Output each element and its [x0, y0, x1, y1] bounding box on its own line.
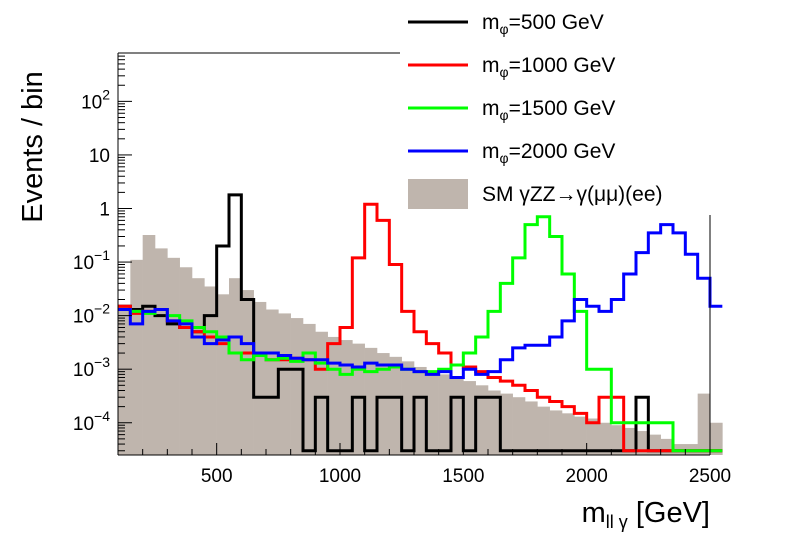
y-tick-label: 10	[89, 146, 110, 167]
background-bin	[623, 427, 637, 455]
series-line-2	[118, 202, 723, 453]
background-bin	[327, 336, 341, 455]
plot-area	[118, 193, 723, 455]
legend-label: mφ=1500 GeV	[482, 97, 615, 123]
background-bin	[488, 390, 501, 455]
background-bin	[611, 425, 624, 455]
background-bin	[167, 257, 180, 455]
background-bin	[525, 401, 538, 455]
y-tick-label: 10−2	[73, 301, 110, 328]
series-line-4	[118, 223, 723, 379]
background-bin	[340, 340, 353, 455]
background-bin	[562, 413, 575, 455]
background-bin	[438, 374, 452, 455]
background-bin	[500, 393, 513, 455]
background-bin	[636, 431, 649, 455]
x-tick-label: 2000	[566, 466, 608, 487]
series-line-3	[118, 215, 723, 453]
background-bin	[352, 343, 365, 455]
background-bin	[229, 278, 242, 455]
y-tick-label: 10−4	[73, 408, 110, 435]
legend: mφ=500 GeV mφ=1000 GeV mφ=1500 GeV mφ=2000 …	[408, 11, 663, 209]
legend-label: mφ=500 GeV	[482, 11, 604, 37]
y-tick-label: 10−1	[73, 247, 110, 274]
x-axis-title-sub: ll γ	[606, 512, 628, 532]
y-tick-label: 102	[81, 86, 110, 113]
x-axis-title: mll γ [GeV]	[582, 497, 710, 532]
background-bin	[710, 422, 723, 455]
background-bin	[475, 385, 489, 455]
background-bin	[315, 331, 328, 455]
background-bin	[303, 323, 316, 455]
series-background	[118, 235, 723, 455]
background-bin	[253, 301, 267, 455]
background-bin	[574, 416, 587, 455]
x-tick-label: 2500	[689, 466, 731, 487]
x-tick-label: 1000	[319, 466, 361, 487]
y-tick-label: 1	[99, 199, 110, 220]
legend-entry: mφ=1500 GeV	[408, 97, 615, 123]
legend-swatch	[408, 179, 468, 209]
legend-label: mφ=1000 GeV	[482, 54, 615, 80]
background-bin	[118, 309, 131, 455]
background-bin	[586, 418, 600, 455]
background-bin	[463, 381, 476, 455]
legend-entry: mφ=2000 GeV	[408, 140, 615, 166]
background-bin	[241, 290, 254, 455]
background-bin	[426, 371, 439, 455]
y-tick-label: 10−3	[73, 354, 110, 381]
background-bin	[290, 318, 304, 455]
background-bin	[389, 356, 402, 455]
background-bin	[266, 309, 279, 455]
background-bin	[377, 353, 390, 455]
x-tick-label: 1500	[442, 466, 484, 487]
background-bin	[179, 267, 193, 455]
x-tick-label: 500	[201, 466, 233, 487]
background-bin	[537, 406, 550, 455]
background-bin	[155, 248, 168, 455]
legend-entry: mφ=500 GeV	[408, 11, 604, 37]
legend-label: mφ=2000 GeV	[482, 140, 615, 166]
background-bin	[599, 422, 612, 455]
background-bin	[142, 235, 156, 455]
background-bin	[204, 286, 217, 455]
background-bin	[278, 313, 291, 455]
x-axis: 500 1000 1500 2000 2500	[117, 443, 731, 487]
background-bin	[401, 361, 415, 455]
legend-entry: mφ=1000 GeV	[408, 54, 615, 80]
background-bin	[549, 410, 563, 455]
background-bin	[451, 377, 464, 455]
background-bin	[414, 366, 427, 455]
background-bin	[364, 347, 378, 455]
background-bin	[660, 438, 674, 455]
y-axis: 10−4 10−3 10−2 10−1 1 10 102	[73, 52, 132, 452]
background-bin	[697, 393, 711, 455]
background-bin	[130, 259, 143, 455]
legend-label: SM γZZ→γ(μμ)(ee)	[482, 183, 663, 206]
y-axis-title: Events / bin	[17, 71, 49, 223]
legend-entry: SM γZZ→γ(μμ)(ee)	[408, 179, 663, 209]
background-bin	[216, 294, 230, 455]
x-axis-title-unit: [GeV]	[636, 497, 710, 529]
background-bin	[192, 278, 205, 455]
x-axis-title-main: m	[582, 497, 606, 529]
background-bin	[512, 397, 526, 455]
